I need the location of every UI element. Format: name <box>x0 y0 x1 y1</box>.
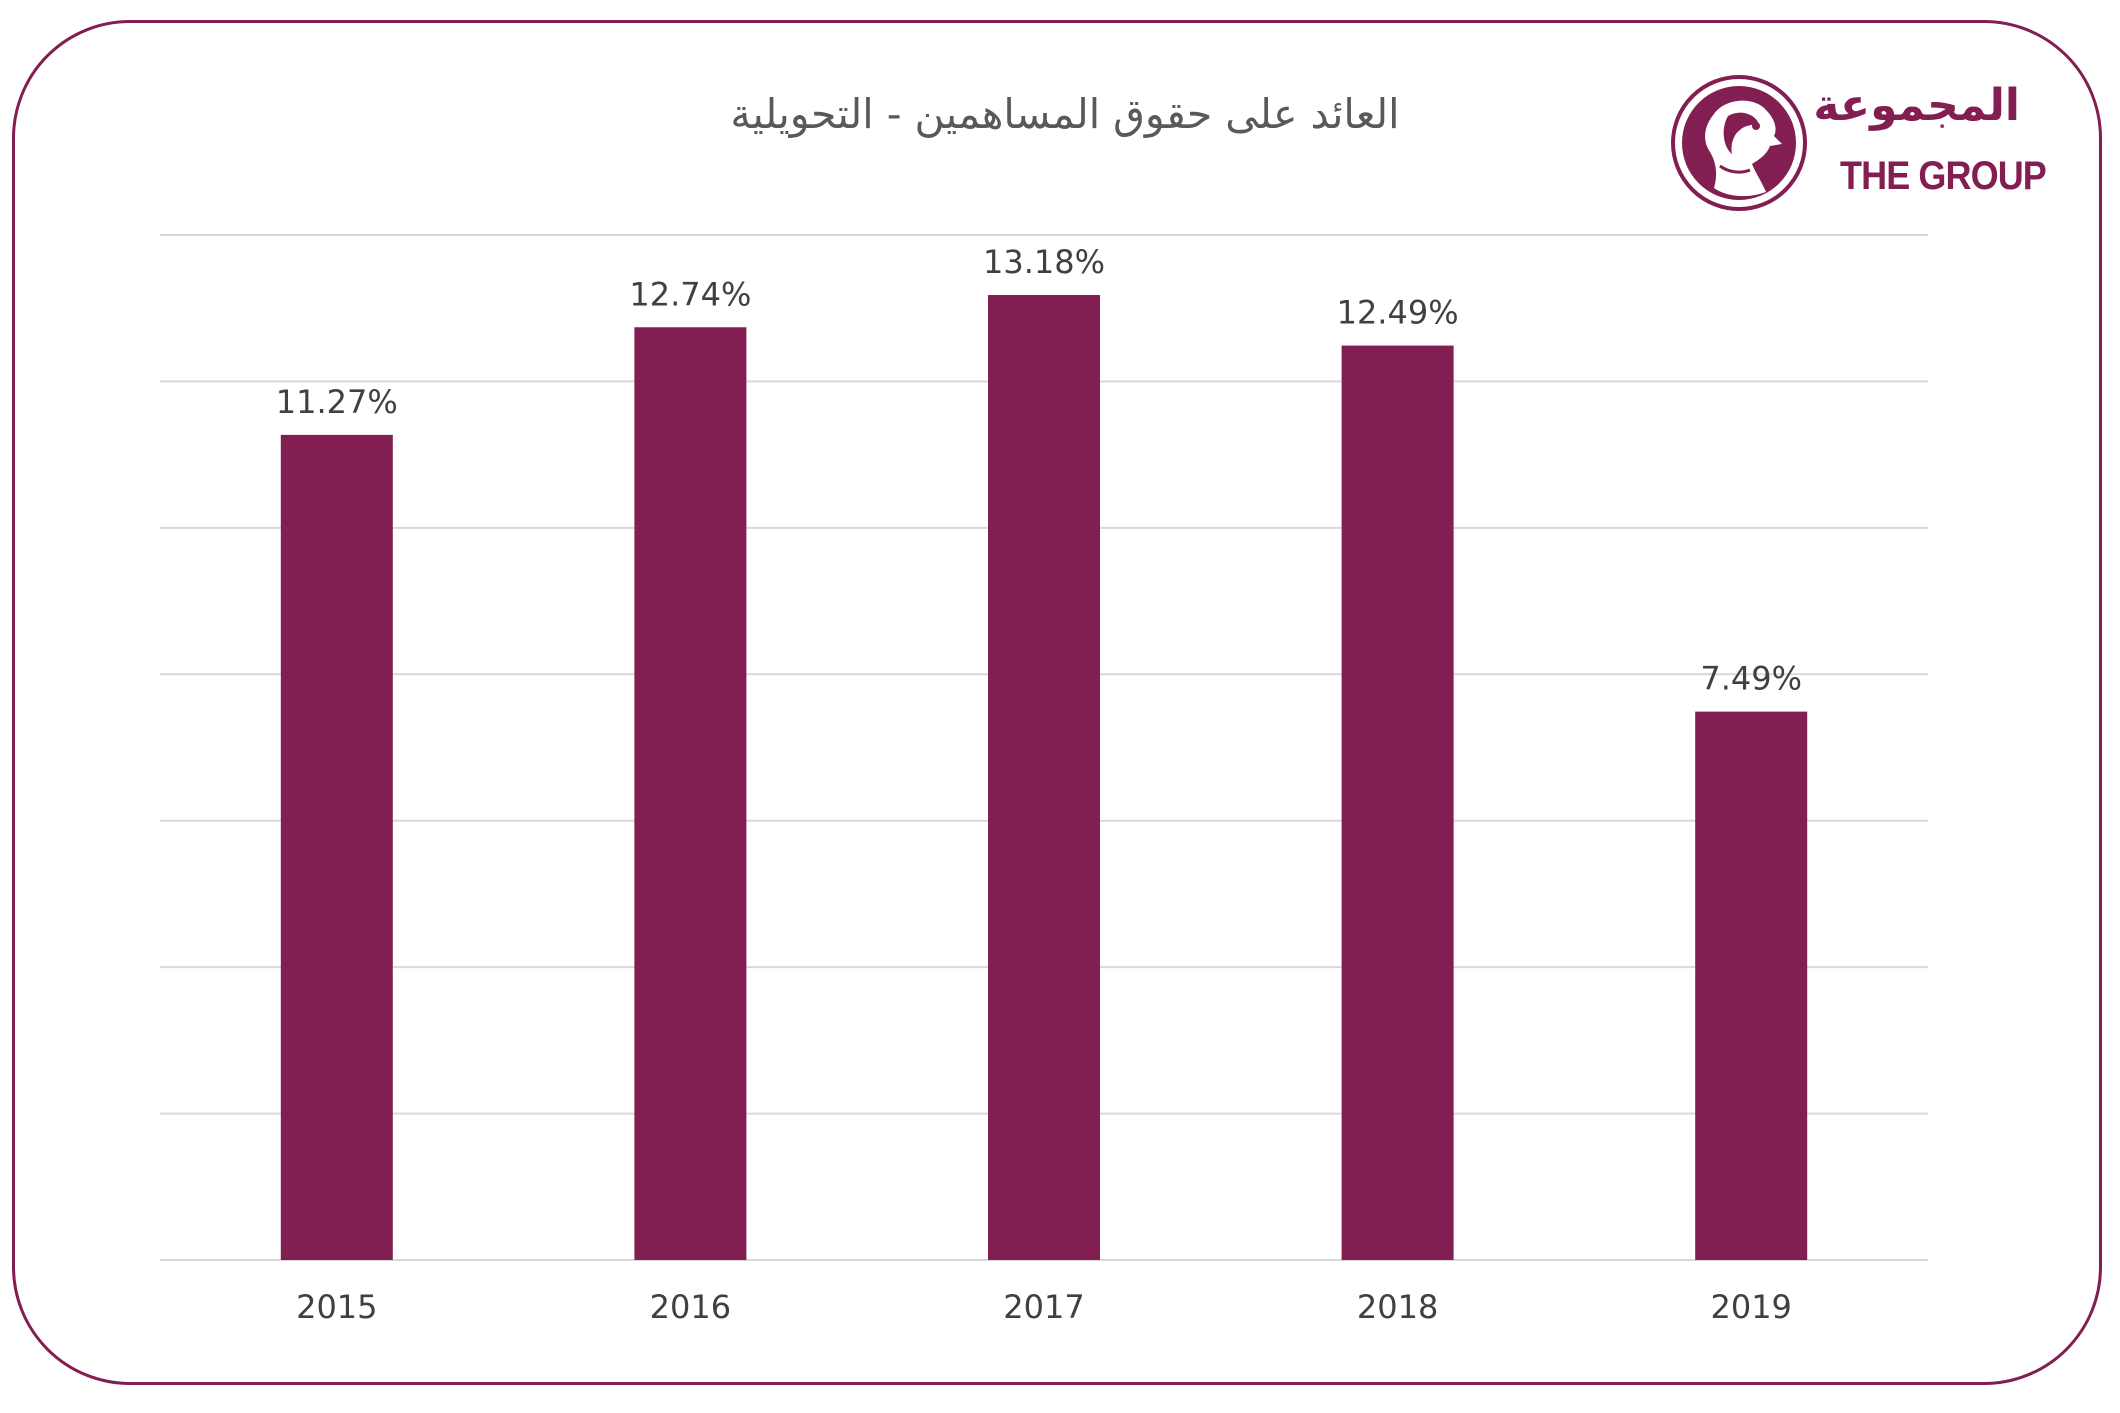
x-tick-label-2019: 2019 <box>1710 1288 1791 1326</box>
data-label-2017: 13.18% <box>983 243 1105 281</box>
bar-2015 <box>280 434 393 1260</box>
x-tick-label-2017: 2017 <box>1003 1288 1084 1326</box>
logo-arabic-name: المجموعة <box>1813 80 2020 131</box>
logo-english-name: THE GROUP <box>1840 154 2047 198</box>
data-label-2019: 7.49% <box>1700 660 1802 698</box>
x-tick-label-2015: 2015 <box>296 1288 377 1326</box>
bar-2016 <box>634 327 747 1260</box>
company-logo: المجموعة THE GROUP <box>1670 74 2047 214</box>
data-label-2018: 12.49% <box>1337 294 1459 332</box>
bars <box>280 295 1808 1260</box>
data-label-2015: 11.27% <box>276 383 398 421</box>
data-labels: 11.27% 12.74% 13.18% 12.49% 7.49% <box>276 243 1802 698</box>
bar-2019 <box>1695 711 1808 1260</box>
data-label-2016: 12.74% <box>629 275 751 313</box>
x-tick-label-2018: 2018 <box>1357 1288 1438 1326</box>
x-tick-label-2016: 2016 <box>650 1288 731 1326</box>
x-axis-tick-labels: 2015 2016 2017 2018 2019 <box>296 1288 1792 1326</box>
bar-2017 <box>988 295 1100 1260</box>
bar-2018 <box>1341 345 1454 1260</box>
chart-title: العائد على حقوق المساهمين - التحويلية <box>730 90 1400 138</box>
falcon-head-icon <box>1671 75 1807 211</box>
